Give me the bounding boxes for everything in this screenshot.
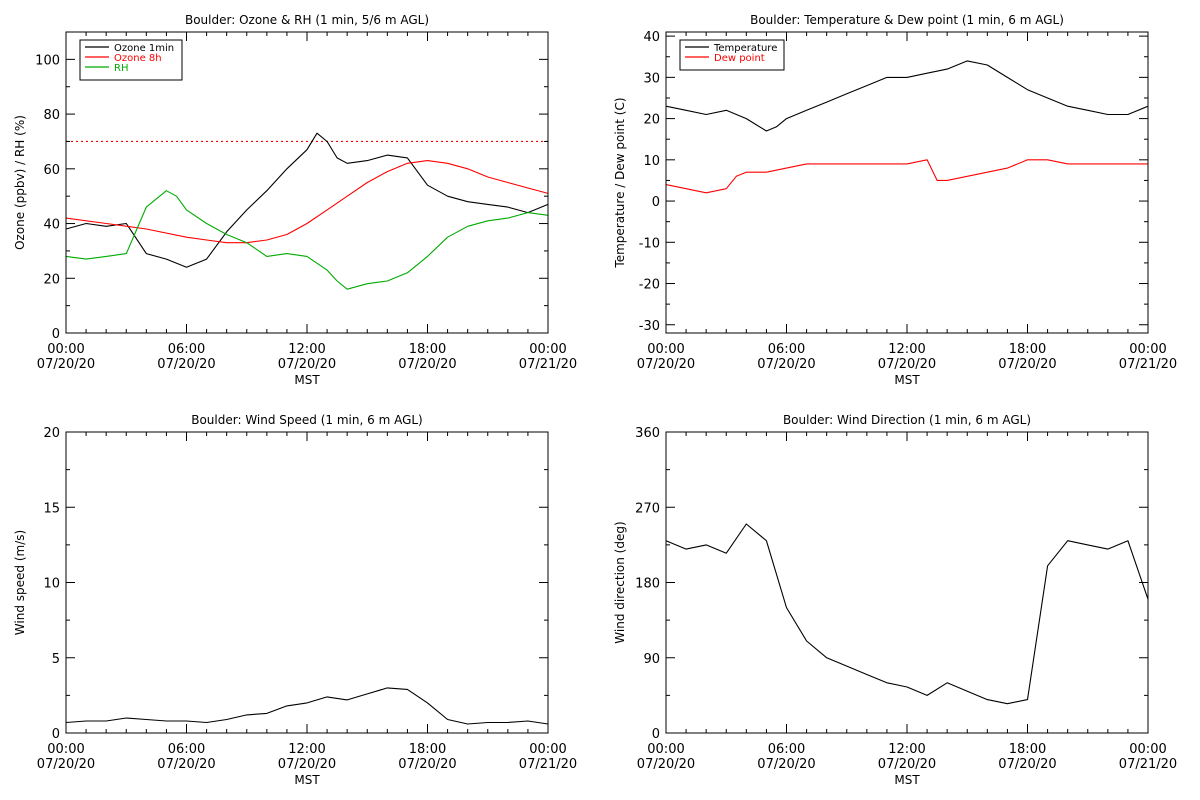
legend-box <box>679 39 785 71</box>
legend-label: Ozone 1min <box>114 43 174 54</box>
y-tick-label: 40 <box>643 30 660 45</box>
chart-title: Boulder: Ozone & RH (1 min, 5/6 m AGL) <box>185 13 429 27</box>
y-axis-label: Ozone (ppbv) / RH (%) <box>13 115 27 250</box>
y-tick-label: 20 <box>43 426 60 441</box>
y-tick-label: 5 <box>52 652 60 667</box>
y-tick-label: -10 <box>639 236 660 251</box>
x-tick-time-label: 18:00 <box>409 342 446 357</box>
series-line-dew-point <box>665 159 1148 194</box>
x-tick-date-label: 07/20/20 <box>398 357 456 372</box>
plot-frame <box>665 431 1149 734</box>
chart-panel-2: Boulder: Temperature & Dew point (1 min,… <box>613 13 1177 387</box>
x-axis-label: MST <box>894 773 920 787</box>
y-tick-label: 0 <box>652 727 660 742</box>
plot-frame <box>65 431 549 734</box>
x-tick-date-label: 07/21/20 <box>519 357 577 372</box>
x-tick-time-label: 00:00 <box>529 342 566 357</box>
series-line-1 <box>65 687 549 725</box>
x-tick-date-label: 07/20/20 <box>757 757 815 772</box>
x-tick-date-label: 07/20/20 <box>878 357 936 372</box>
chart-title: Boulder: Wind Direction (1 min, 6 m AGL) <box>783 413 1031 427</box>
x-tick-time-label: 06:00 <box>168 742 205 757</box>
chart-panel-1: Boulder: Ozone & RH (1 min, 5/6 m AGL) 0 2… <box>13 13 577 387</box>
chart-title: Boulder: Wind Speed (1 min, 6 m AGL) <box>191 413 423 427</box>
legend-label: Temperature <box>713 43 777 54</box>
x-tick-time-label: 18:00 <box>1009 742 1046 757</box>
x-tick-time-label: 12:00 <box>888 342 925 357</box>
chart-panel-4: Boulder: Wind Direction (1 min, 6 m AGL)… <box>613 413 1177 787</box>
y-tick-label: 180 <box>635 577 660 592</box>
x-tick-time-label: 06:00 <box>768 342 805 357</box>
y-tick-label: 15 <box>43 501 60 516</box>
y-tick-label: 10 <box>643 154 660 169</box>
y-tick-label: -20 <box>639 278 660 293</box>
x-axis-label: MST <box>294 373 320 387</box>
x-tick-time-label: 12:00 <box>288 342 325 357</box>
x-tick-date-label: 07/20/20 <box>157 357 215 372</box>
x-tick-time-label: 00:00 <box>1129 342 1166 357</box>
y-tick-label: 20 <box>643 113 660 128</box>
x-tick-date-label: 07/20/20 <box>998 757 1056 772</box>
y-tick-label: 40 <box>43 218 60 233</box>
y-tick-label: 10 <box>43 577 60 592</box>
legend-label: Dew point <box>714 53 765 64</box>
y-tick-label: 360 <box>635 426 660 441</box>
series-line-ozone-1min <box>65 132 549 268</box>
legend-label: RH <box>114 63 128 74</box>
series-line-rh <box>65 190 549 290</box>
y-tick-label: 20 <box>43 272 60 287</box>
y-axis-label: Wind direction (deg) <box>613 521 627 643</box>
x-tick-date-label: 07/20/20 <box>278 757 336 772</box>
x-tick-time-label: 18:00 <box>409 742 446 757</box>
x-tick-time-label: 00:00 <box>529 742 566 757</box>
y-tick-label: 0 <box>52 727 60 742</box>
y-tick-label: 0 <box>652 195 660 210</box>
x-tick-date-label: 07/20/20 <box>278 357 336 372</box>
x-tick-date-label: 07/20/20 <box>998 357 1056 372</box>
y-tick-label: 30 <box>643 71 660 86</box>
x-tick-time-label: 00:00 <box>647 742 684 757</box>
x-tick-date-label: 07/20/20 <box>637 757 695 772</box>
x-tick-date-label: 07/21/20 <box>1119 357 1177 372</box>
y-tick-label: 0 <box>52 327 60 342</box>
x-tick-date-label: 07/20/20 <box>878 757 936 772</box>
x-tick-time-label: 00:00 <box>47 342 84 357</box>
chart-panel-3: Boulder: Wind Speed (1 min, 6 m AGL) 0 5 10… <box>13 413 577 787</box>
x-tick-time-label: 00:00 <box>1129 742 1166 757</box>
series-line-1 <box>665 523 1149 705</box>
x-tick-date-label: 07/20/20 <box>637 357 695 372</box>
x-tick-date-label: 07/21/20 <box>1119 757 1177 772</box>
x-tick-date-label: 07/20/20 <box>157 757 215 772</box>
y-tick-label: -30 <box>639 319 660 334</box>
x-tick-date-label: 07/20/20 <box>37 357 95 372</box>
x-axis-label: MST <box>894 373 920 387</box>
y-axis-label: Wind speed (m/s) <box>13 530 27 635</box>
y-tick-label: 90 <box>643 652 660 667</box>
y-tick-label: 60 <box>43 163 60 178</box>
y-axis-label: Temperature / Dew point (C) <box>613 97 627 268</box>
series-line-temperature <box>665 60 1149 132</box>
x-tick-date-label: 07/20/20 <box>757 357 815 372</box>
y-tick-label: 80 <box>43 108 60 123</box>
x-axis-label: MST <box>294 773 320 787</box>
x-tick-time-label: 00:00 <box>47 742 84 757</box>
x-tick-time-label: 18:00 <box>1009 342 1046 357</box>
y-tick-label: 270 <box>635 501 660 516</box>
x-tick-date-label: 07/20/20 <box>398 757 456 772</box>
x-tick-time-label: 06:00 <box>168 342 205 357</box>
chart-title: Boulder: Temperature & Dew point (1 min,… <box>750 13 1064 27</box>
x-tick-time-label: 12:00 <box>888 742 925 757</box>
x-tick-date-label: 07/20/20 <box>37 757 95 772</box>
y-tick-label: 100 <box>35 53 60 68</box>
x-tick-time-label: 12:00 <box>288 742 325 757</box>
x-tick-time-label: 00:00 <box>647 342 684 357</box>
legend-label: Ozone 8h <box>114 53 162 64</box>
x-tick-time-label: 06:00 <box>768 742 805 757</box>
series-line-ozone-8h <box>65 160 549 244</box>
x-tick-date-label: 07/21/20 <box>519 757 577 772</box>
